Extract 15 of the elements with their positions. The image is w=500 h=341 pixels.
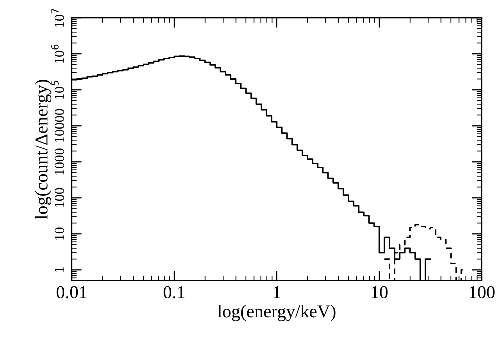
y-tick-label: 10$^{7}$: [52, 9, 64, 28]
x-tick-label: 0.01: [56, 286, 87, 299]
x-axis-title: log(energy/keV): [218, 304, 336, 322]
x-tick-label: 1: [274, 286, 280, 298]
y-tick-label: 10: [54, 228, 64, 240]
x-tick-label: 0.1: [164, 286, 185, 299]
y-tick-label: 100: [54, 188, 64, 208]
x-tick-label: 10: [372, 286, 388, 299]
y-axis-title: log(count/Δenergy): [35, 80, 52, 220]
y-tick-label: 1: [55, 268, 64, 272]
y-tick-label: 10000: [54, 109, 64, 142]
x-tick-label: 100: [470, 286, 495, 299]
y-tick-label: 10$^{5}$: [52, 81, 64, 100]
y-tick-label: 10$^{6}$: [52, 44, 64, 64]
y-tick-label: 1000: [54, 148, 64, 175]
